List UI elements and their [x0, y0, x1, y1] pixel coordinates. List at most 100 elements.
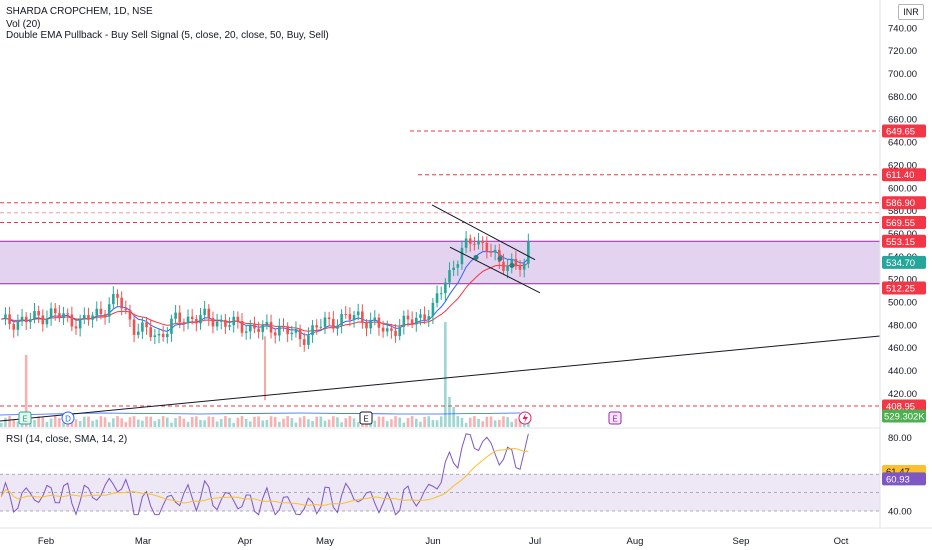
price-level-label: 408.95 — [886, 402, 915, 413]
dividend-marker — [61, 411, 75, 425]
volume-bar — [502, 416, 505, 427]
volume-bar — [489, 416, 493, 427]
candle-body — [415, 317, 418, 325]
volume-bar — [394, 416, 397, 427]
demand-zone-group — [0, 240, 880, 285]
price-level-tag — [882, 196, 926, 210]
candle-body — [49, 308, 53, 319]
volume-bar — [290, 418, 294, 427]
volume-bar — [302, 416, 306, 427]
volume-legend[interactable]: Vol (20) — [6, 19, 41, 30]
rsi-pane-group — [0, 427, 880, 516]
volume-bar — [199, 419, 202, 427]
volume-bar — [174, 418, 177, 427]
price-level-label: 586.90 — [886, 198, 915, 209]
candle-body — [8, 314, 11, 325]
candle-body — [207, 308, 211, 319]
volume-bar — [232, 422, 235, 427]
volume-bar — [435, 420, 439, 427]
volume-bar — [510, 421, 514, 427]
volume-bar — [178, 416, 182, 427]
volume-bar — [249, 421, 252, 427]
candle-body — [178, 312, 182, 323]
price-tick-label: 700.00 — [888, 69, 917, 80]
candle-body — [298, 329, 302, 340]
volume-bar — [261, 420, 265, 427]
volume-bar — [37, 416, 40, 427]
candle-body — [485, 242, 489, 252]
volume-bar — [83, 416, 86, 427]
candle-body — [435, 293, 439, 303]
candle-body — [199, 314, 202, 324]
candle-body — [157, 333, 161, 336]
volume-bar — [157, 419, 161, 427]
volume-bar — [8, 416, 11, 427]
volume-bar — [45, 421, 49, 427]
volume-bar — [240, 416, 244, 427]
volume-bar — [352, 418, 356, 427]
volume-bar — [219, 418, 223, 427]
candle-body — [103, 314, 107, 317]
time-tick-label: Jul — [529, 536, 541, 547]
volume-bar — [340, 422, 343, 427]
volume-bar — [319, 416, 323, 427]
volume-ma-line — [0, 412, 521, 416]
candle-body — [439, 293, 443, 295]
candle-body — [294, 329, 298, 333]
price-tick-label: 620.00 — [888, 160, 917, 171]
candle-body — [282, 325, 285, 327]
volume-bar — [406, 418, 410, 427]
candle-body — [215, 321, 219, 327]
volume-bar — [207, 416, 211, 427]
price-tick-label: 440.00 — [888, 366, 917, 377]
candle-body — [41, 315, 45, 325]
volume-bar — [419, 421, 422, 427]
candle-body — [132, 319, 136, 335]
currency-button[interactable]: INR — [898, 4, 924, 20]
volume-bar — [385, 421, 389, 427]
price-level-tag — [882, 234, 926, 248]
volume-bar — [269, 416, 273, 427]
candle-body — [190, 316, 194, 319]
marker-label: E — [22, 415, 27, 424]
volume-bar — [377, 416, 381, 427]
volume-bar — [448, 397, 451, 427]
rsi-tick-label: 80.00 — [888, 433, 912, 444]
candle-body — [12, 324, 16, 330]
volume-bar — [506, 417, 509, 427]
candle-body — [16, 321, 20, 330]
volume-bar — [203, 420, 206, 427]
volume-bar — [307, 419, 310, 427]
indicator-legend[interactable]: Double EMA Pullback - Buy Sell Signal (5… — [6, 30, 329, 41]
price-level-tag — [882, 124, 926, 138]
candle-body — [240, 321, 244, 333]
volume-bar — [278, 421, 281, 427]
marker-label: E — [612, 415, 617, 424]
volume-bar — [49, 418, 53, 427]
rsi-legend[interactable]: RSI (14, close, SMA, 14, 2) — [6, 434, 128, 445]
candle-body — [456, 264, 460, 268]
symbol-legend[interactable]: SHARDA CROPCHEM, 1D, NSE — [6, 6, 153, 17]
candle-body — [161, 333, 165, 338]
candle-body — [448, 270, 451, 283]
price-level-tag — [882, 168, 926, 182]
candle-body — [149, 327, 152, 338]
volume-bar — [99, 416, 103, 427]
volume-bar — [390, 419, 393, 427]
candle-body — [522, 263, 526, 270]
volume-bar — [215, 421, 219, 427]
volume-bar — [498, 419, 501, 427]
zone-rect — [0, 241, 880, 284]
candle-body — [352, 315, 356, 320]
candle-body — [74, 326, 78, 329]
candle-body — [464, 238, 468, 248]
volume-bar — [282, 418, 285, 427]
candle-body — [182, 322, 186, 324]
volume-bar — [473, 416, 476, 427]
candle-body — [186, 316, 190, 324]
candle-body — [336, 325, 339, 329]
volume-bar — [128, 417, 132, 427]
volume-bar — [398, 417, 401, 427]
